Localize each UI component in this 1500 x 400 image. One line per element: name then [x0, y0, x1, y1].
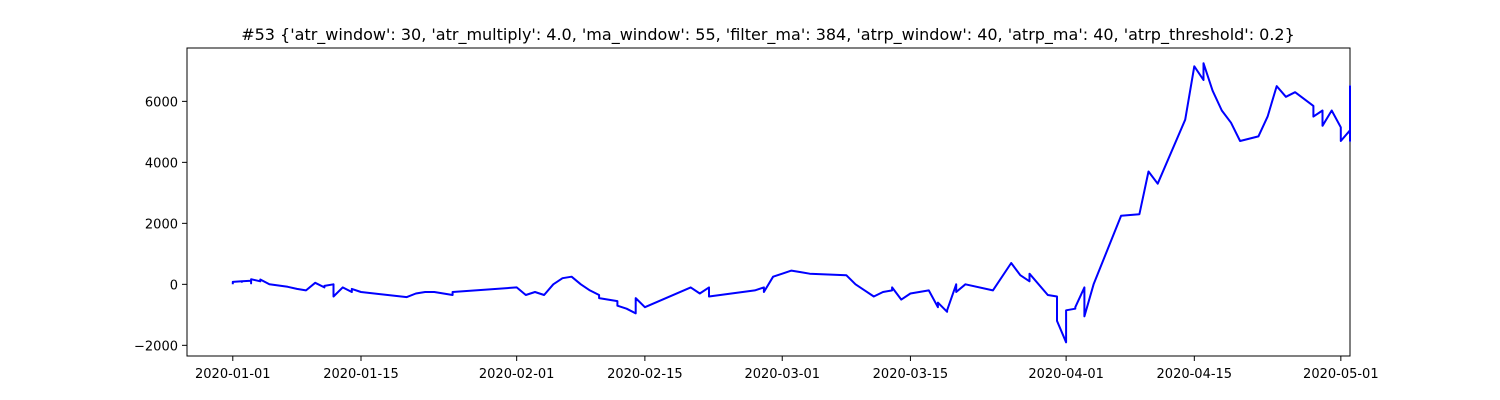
chart-title: #53 {'atr_window': 30, 'atr_multiply': 4… [241, 25, 1295, 45]
x-axis: 2020-01-01 2020-01-15 2020-02-01 2020-02-15… [195, 356, 1379, 382]
series-layer [231, 62, 1351, 344]
y-tick-label: 6000 [145, 95, 178, 110]
plot-area [186, 47, 1351, 357]
x-tick-label: 2020-03-01 [744, 367, 820, 382]
x-tick-label: 2020-04-15 [1157, 367, 1233, 382]
x-tick-label: 2020-02-15 [607, 367, 683, 382]
series-line [231, 62, 1351, 344]
x-tick-label: 2020-02-01 [479, 367, 555, 382]
x-tick-label: 2020-05-01 [1303, 367, 1379, 382]
x-tick-label: 2020-04-01 [1028, 367, 1104, 382]
y-tick-label: 4000 [145, 156, 178, 171]
x-tick-label: 2020-03-15 [873, 367, 949, 382]
y-tick-label: 0 [170, 278, 178, 293]
x-tick-label: 2020-01-15 [323, 367, 399, 382]
x-tick-label: 2020-01-01 [195, 367, 271, 382]
y-tick-label: −2000 [134, 339, 178, 354]
y-axis: −2000 0 2000 4000 6000 [134, 95, 187, 354]
y-tick-label: 2000 [145, 217, 178, 232]
